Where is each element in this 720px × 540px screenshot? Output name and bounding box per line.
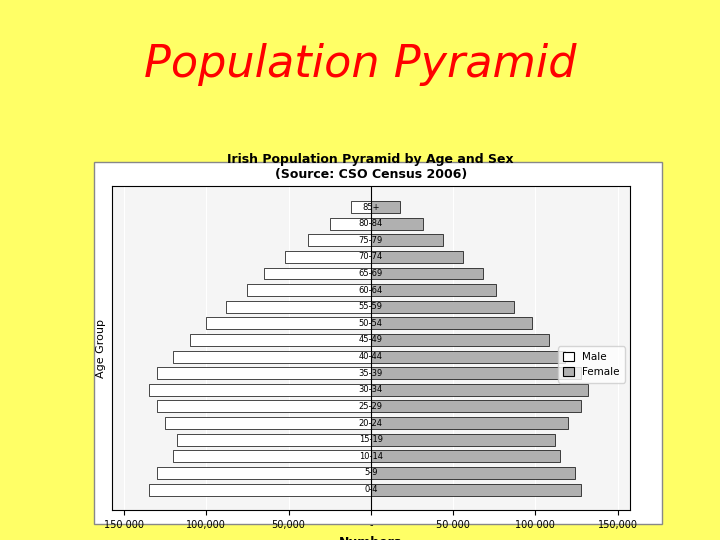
Bar xyxy=(190,334,371,346)
Bar xyxy=(371,350,565,362)
Bar xyxy=(308,234,371,246)
Bar xyxy=(371,467,575,479)
Bar xyxy=(330,218,371,230)
Bar xyxy=(371,367,582,379)
Text: 50-54: 50-54 xyxy=(359,319,383,328)
Text: 70-74: 70-74 xyxy=(359,252,383,261)
Text: 0-4: 0-4 xyxy=(364,485,377,494)
Text: 35-39: 35-39 xyxy=(359,369,383,378)
Bar xyxy=(165,417,371,429)
Bar xyxy=(148,484,371,496)
Bar xyxy=(371,218,423,230)
X-axis label: Numbers: Numbers xyxy=(339,536,402,540)
Text: 85+: 85+ xyxy=(362,202,379,212)
Text: 10-14: 10-14 xyxy=(359,452,383,461)
Bar xyxy=(157,401,371,413)
Bar xyxy=(248,284,371,296)
Bar xyxy=(157,467,371,479)
Text: 25-29: 25-29 xyxy=(359,402,383,411)
Bar xyxy=(351,201,371,213)
Bar xyxy=(371,318,532,329)
Text: 5-9: 5-9 xyxy=(364,469,377,477)
Bar xyxy=(371,434,555,445)
Bar xyxy=(226,301,371,313)
Bar xyxy=(264,267,371,280)
Bar xyxy=(285,251,371,263)
Text: 15-19: 15-19 xyxy=(359,435,383,444)
Text: 60-64: 60-64 xyxy=(359,286,383,295)
Bar xyxy=(176,434,371,445)
Bar xyxy=(371,301,514,313)
Bar xyxy=(371,267,482,280)
Text: 40-44: 40-44 xyxy=(359,352,383,361)
Text: 30-34: 30-34 xyxy=(359,386,383,394)
Text: Population Pyramid: Population Pyramid xyxy=(144,43,576,86)
Legend: Male, Female: Male, Female xyxy=(558,347,625,382)
Bar xyxy=(371,384,588,396)
Text: 80-84: 80-84 xyxy=(359,219,383,228)
Bar xyxy=(371,201,400,213)
Bar xyxy=(174,450,371,462)
Text: 45-49: 45-49 xyxy=(359,335,383,345)
Bar xyxy=(148,384,371,396)
Y-axis label: Age Group: Age Group xyxy=(96,319,106,378)
Bar xyxy=(371,251,463,263)
Text: 75-79: 75-79 xyxy=(359,236,383,245)
Text: 65-69: 65-69 xyxy=(359,269,383,278)
Bar xyxy=(371,484,582,496)
Bar xyxy=(206,318,371,329)
Title: Irish Population Pyramid by Age and Sex
(Source: CSO Census 2006): Irish Population Pyramid by Age and Sex … xyxy=(228,153,514,181)
Bar xyxy=(371,450,560,462)
Bar xyxy=(371,401,582,413)
Bar xyxy=(174,350,371,362)
Text: 55-59: 55-59 xyxy=(359,302,383,311)
Bar xyxy=(371,234,444,246)
Bar xyxy=(157,367,371,379)
Text: 20-24: 20-24 xyxy=(359,418,383,428)
Bar xyxy=(371,284,496,296)
Bar xyxy=(371,334,549,346)
Bar xyxy=(371,417,568,429)
